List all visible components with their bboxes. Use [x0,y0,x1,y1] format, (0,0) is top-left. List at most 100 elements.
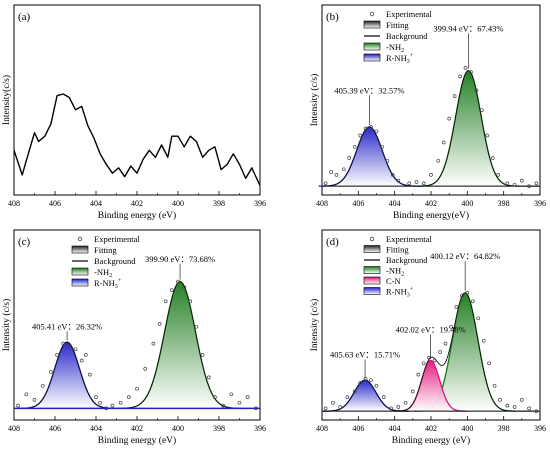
experimental-point [465,291,470,295]
experimental-point [73,347,78,352]
experimental-point [512,405,517,409]
experimental-point [358,381,363,385]
experimental-point [323,406,328,411]
legend-label-text: -NH [386,42,401,52]
experimental-point [94,395,98,399]
experimental-point [492,383,497,388]
legend-swatch [363,266,381,274]
legend-swatch [363,245,381,253]
experimental-point [443,341,448,346]
legend-label: Fitting [386,245,409,255]
legend-swatch [71,245,89,254]
panel-label: (a) [18,11,31,23]
experimental-point [334,173,339,177]
legend-item: R-NH3+ [71,278,122,290]
experimental-point [213,395,217,399]
experimental-point [470,299,475,304]
legend-item: -NH2 [363,42,404,54]
y-axis-label: Intensity (c/s) [1,299,12,352]
peak-annotation: 402.02 eV：19.48% [396,324,466,334]
legend-label: Background [386,255,428,265]
peak-fill [118,281,242,409]
panel-a: 408 406 404 402 400 398 396 Binding energy (eV)… [1,4,266,221]
x-tick-label: 406 [49,199,61,208]
experimental-point [452,94,457,98]
experimental-point [385,158,390,163]
experimental-point [341,167,346,172]
legend-label-text: -NH [386,266,401,276]
x-tick-label: 408 [8,199,20,208]
experimental-point [110,403,115,408]
experimental-point [151,341,156,346]
experimental-point [389,406,393,411]
legend-label: Background [386,31,428,41]
experimental-point [505,403,510,408]
experimental-point [447,116,452,121]
experimental-point [436,158,441,163]
legend-label: -NH2 [386,42,404,54]
experimental-point [438,350,442,354]
legend-item: Experimental [77,234,140,244]
experimental-point [527,184,531,189]
experimental-point [463,66,468,70]
experimental-point [374,383,379,388]
experimental-point [40,383,45,388]
x-tick-label: 400 [461,424,473,433]
x-axis-label: Binding energy(eV) [393,210,469,221]
experimental-point [490,156,495,160]
experimental-point [331,400,335,405]
experimental-point [16,403,20,408]
legend-label: Experimental [386,9,432,19]
experimental-point [369,378,373,383]
x-tick-label: 408 [316,424,328,433]
peak-annotation: 399.90 eV：73.68% [145,254,215,264]
experimental-point [480,108,484,113]
peak-fill [417,70,520,187]
experimental-point [98,400,102,405]
legend-swatch [363,53,381,62]
experimental-point [410,389,415,394]
legend-label-text: Background [386,31,428,41]
experimental-point [469,70,473,74]
experimental-point [79,358,84,363]
fitting-envelope [14,281,260,409]
legend-item: R-NH3+ [363,287,414,299]
y-axis-label: Intensity (c/s) [309,74,320,127]
experimental-point [441,140,446,145]
y-axis-label: Intensity (c/s) [309,299,320,352]
experimental-point [83,353,88,357]
x-tick-label: 402 [131,199,143,208]
legend-label-text: Fitting [386,245,409,255]
x-tick-label: 396 [534,424,546,433]
legend-label: R-NH3+ [386,287,414,299]
experimental-point [245,395,250,399]
experimental-point [135,386,139,391]
legend-label: R-NH3+ [386,53,414,65]
experimental-point [481,338,486,343]
experimental-point [323,181,328,186]
legend-label: Fitting [94,245,117,255]
experimental-point [347,156,352,160]
experimental-point [414,180,419,184]
legend-swatch [71,278,89,287]
x-tick-label: 406 [352,199,364,208]
y-axis-label: Intensity(c/s) [1,75,12,125]
legend-label-sup: + [118,278,122,284]
panel-b: 408 406 404 402 400 398 396 Binding energy(eV) I… [309,4,546,221]
experimental-point [352,144,357,149]
experimental-point [476,316,481,321]
legend-label-text: C-N [386,276,401,286]
experimental-point [200,353,205,357]
experimental-point [329,170,333,174]
experimental-point [432,358,437,363]
x-tick-label: 404 [90,199,102,208]
experimental-point [345,395,350,399]
x-tick-label: 398 [498,199,510,208]
legend-item: Fitting [363,245,409,255]
experimental-point [380,144,384,149]
experimental-point [118,400,123,405]
legend-label-sub: 3 [115,284,118,290]
legend-label: Experimental [94,234,140,244]
experimental-point [381,395,386,399]
